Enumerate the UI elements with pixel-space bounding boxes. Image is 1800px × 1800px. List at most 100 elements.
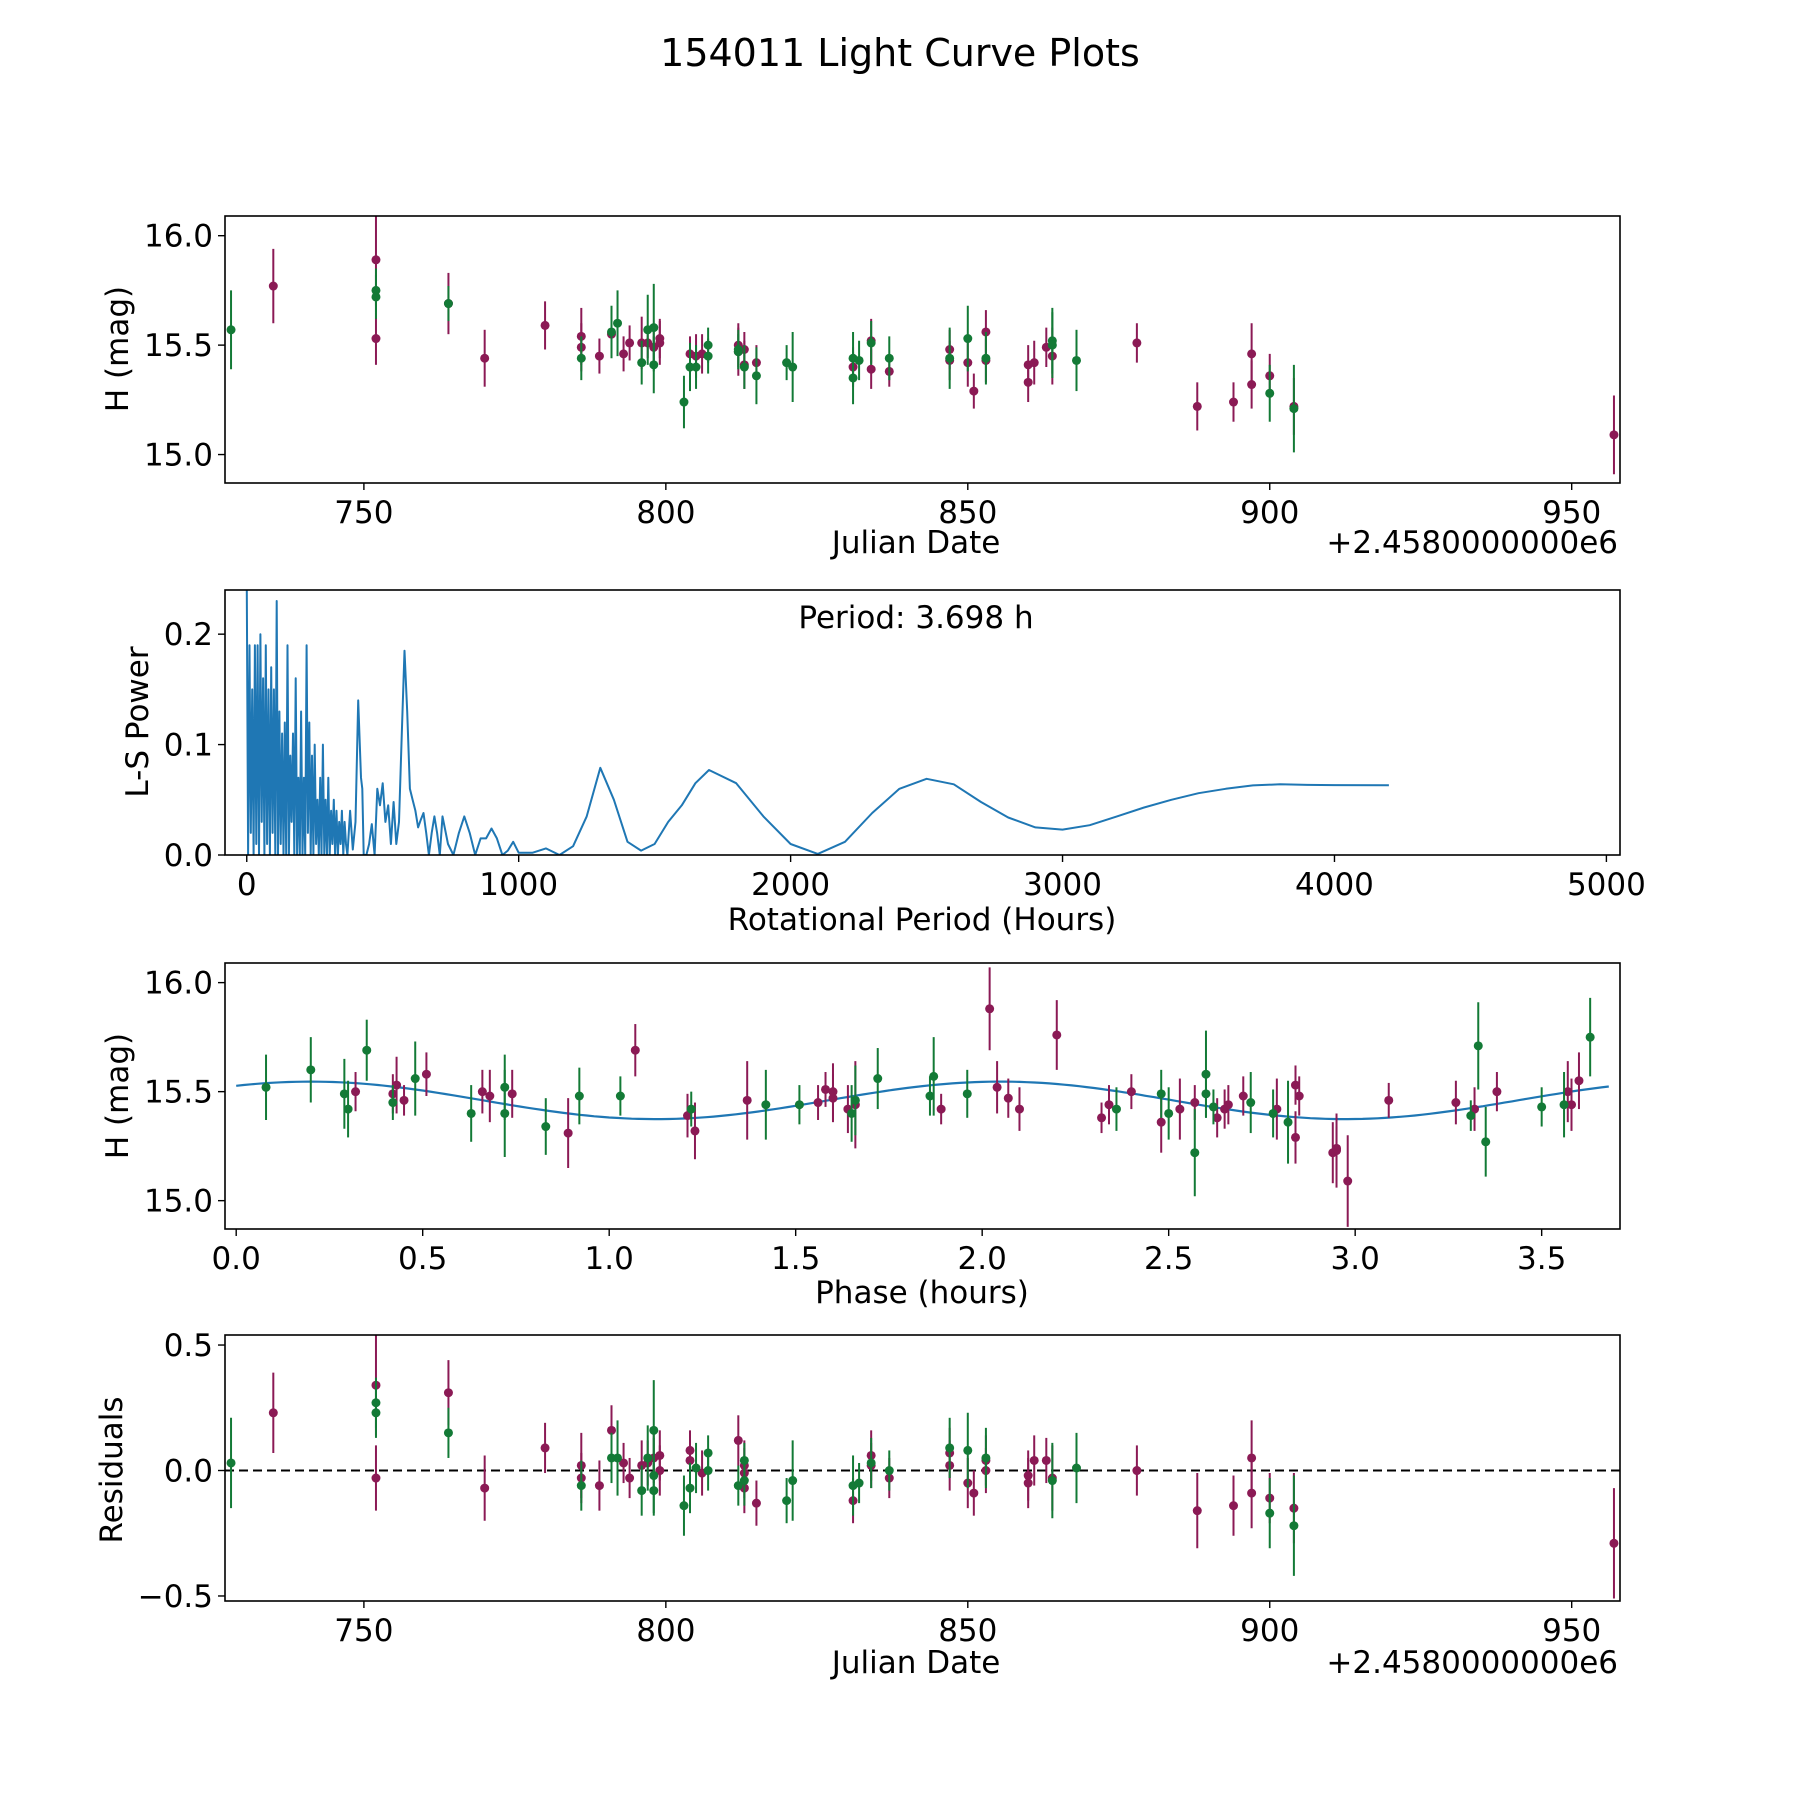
phase-y-ticks: 15.0 15.5 16.0	[144, 966, 225, 1220]
lightcurve-y-tick-label: 15.5	[144, 328, 213, 364]
data-point	[1047, 340, 1057, 350]
data-point	[992, 1082, 1002, 1092]
data-point	[343, 1104, 353, 1114]
data-point	[268, 281, 278, 291]
data-point	[1132, 1466, 1142, 1476]
data-point	[371, 1473, 381, 1483]
data-point	[683, 1111, 693, 1121]
data-point	[1473, 1041, 1483, 1051]
data-point	[1111, 1104, 1121, 1114]
data-point	[1265, 388, 1275, 398]
phase-x-tick-label: 2.5	[1144, 1241, 1193, 1277]
periodogram-y-tick-label: 0.2	[164, 617, 213, 653]
data-point	[1247, 380, 1257, 390]
residuals-y-tick-label: −0.5	[138, 1579, 213, 1615]
data-point	[1212, 1113, 1222, 1123]
data-point	[619, 1458, 629, 1468]
data-point	[649, 1486, 659, 1496]
data-point	[733, 345, 743, 354]
data-point	[969, 386, 979, 396]
lightcurve-y-tick-label: 16.0	[144, 219, 213, 255]
periodogram-x-tick-label: 2000	[751, 867, 830, 903]
data-point	[1585, 1032, 1595, 1042]
data-point	[1126, 1087, 1136, 1097]
data-point	[480, 353, 490, 363]
residuals-y-label: Residuals	[94, 1396, 130, 1543]
data-point	[1332, 1143, 1342, 1153]
periodogram-x-ticks: 0 1000 2000 3000 4000 5000	[237, 855, 1646, 903]
residuals-x-tick-label: 850	[938, 1613, 997, 1649]
data-point	[686, 1104, 696, 1114]
data-point	[1265, 1508, 1275, 1518]
lightcurve-x-tick-label: 950	[1542, 495, 1601, 531]
data-point	[1164, 1108, 1174, 1118]
data-point	[1294, 1091, 1304, 1101]
data-point	[866, 338, 876, 348]
lightcurve-y-label: H (mag)	[100, 286, 136, 412]
data-point	[884, 1466, 894, 1476]
data-point	[679, 397, 689, 407]
period-annotation: Period: 3.698 h	[798, 600, 1033, 636]
data-point	[613, 318, 623, 328]
residuals-x-label: Julian Date	[830, 1645, 1001, 1681]
lightcurve-x-ticks: 750 800 850 900 950	[334, 483, 1601, 531]
data-point	[985, 1004, 995, 1014]
phase-y-tick-label: 16.0	[144, 966, 213, 1002]
data-point	[1097, 1113, 1107, 1123]
data-point	[410, 1074, 420, 1084]
data-point	[821, 1084, 831, 1094]
residuals-y-tick-label: 0.0	[164, 1454, 213, 1490]
data-point	[1451, 1098, 1461, 1108]
data-point	[1563, 1087, 1573, 1097]
phase-x-ticks: 0.0 0.5 1.0 1.5 2.0 2.5 3.0 3.5	[212, 1229, 1566, 1277]
data-point	[1041, 1455, 1051, 1465]
data-point	[443, 299, 453, 309]
data-point	[945, 1443, 955, 1453]
data-point	[613, 1453, 623, 1463]
data-point	[1268, 1108, 1278, 1118]
data-point	[739, 1476, 749, 1486]
data-point	[1003, 1093, 1013, 1103]
phase-x-tick-label: 0.5	[398, 1241, 447, 1277]
data-point	[679, 1501, 689, 1511]
data-point	[500, 1108, 510, 1118]
data-point	[443, 1428, 453, 1438]
data-point	[847, 1108, 857, 1118]
lightcurve-x-label: Julian Date	[830, 525, 1001, 561]
data-point	[962, 1089, 972, 1099]
data-point	[685, 1455, 695, 1465]
periodogram-x-tick-label: 0	[237, 867, 257, 903]
data-point	[1229, 397, 1239, 407]
data-point	[963, 334, 973, 344]
data-point	[788, 362, 798, 372]
fit-curve	[236, 1080, 1609, 1121]
residuals-plot-area	[225, 1335, 1620, 1599]
data-point	[1247, 1488, 1257, 1498]
data-point	[1071, 1463, 1081, 1473]
data-point	[828, 1093, 838, 1103]
data-point	[685, 1483, 695, 1493]
data-point	[761, 1100, 771, 1110]
data-point	[866, 364, 876, 374]
data-point	[782, 1496, 792, 1506]
data-point	[421, 1069, 431, 1079]
data-point	[929, 1071, 939, 1081]
data-point	[576, 1481, 586, 1491]
periodogram-x-tick-label: 4000	[1295, 867, 1374, 903]
phase-series-purple	[351, 967, 1584, 1227]
data-point	[606, 1425, 616, 1435]
data-point	[1156, 1117, 1166, 1127]
data-point	[1238, 1091, 1248, 1101]
periodogram-y-ticks: 0.0 0.1 0.2	[164, 617, 225, 874]
data-point	[751, 1498, 761, 1508]
data-point	[963, 1445, 973, 1455]
lightcurve-x-offset: +2.4580000000e6	[1326, 525, 1618, 561]
phase-series-green	[261, 997, 1595, 1197]
data-point	[399, 1095, 409, 1105]
data-point	[1567, 1100, 1577, 1110]
periodogram-x-tick-label: 5000	[1567, 867, 1646, 903]
phase-marks	[236, 967, 1609, 1227]
phase-x-tick-label: 1.5	[771, 1241, 820, 1277]
data-point	[751, 371, 761, 381]
